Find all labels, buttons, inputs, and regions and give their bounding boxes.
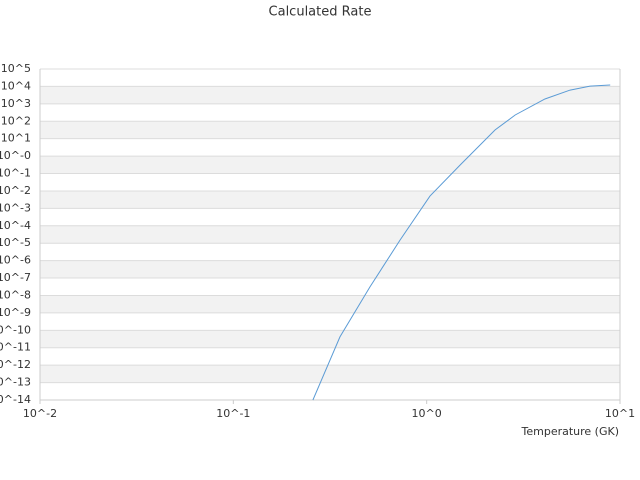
y-tick-label: 10^-2 [0,184,31,197]
grid-band [40,156,620,174]
grid-band [40,190,620,209]
y-tick-label: 10^5 [1,62,31,75]
chart-title: Calculated Rate [269,5,372,20]
y-tick-label: 10^4 [1,79,31,92]
y-tick-label: 10^-11 [0,341,31,354]
y-tick-label: 10^-9 [0,306,31,319]
y-tick-label: 10^-4 [0,219,31,232]
y-tick-label: 10^-10 [0,323,31,336]
x-tick-label: 10^1 [605,407,635,420]
grid-band [40,86,620,104]
data-line [312,84,611,401]
x-tick-label: 10^-1 [216,407,250,420]
y-tick-label: 10^1 [1,132,31,145]
grid-band [40,365,620,383]
x-tick-label: 10^-2 [23,407,57,420]
grid-band [40,260,620,279]
y-tick-label: 10^-8 [0,288,31,301]
x-axis-label: Temperature (GK) [521,425,620,438]
y-tick-label: 10^3 [1,97,31,110]
grid-band [40,121,620,139]
grid-band [40,225,620,244]
grid-band [40,295,620,313]
y-tick-label: 10^-13 [0,376,31,389]
x-tick-label: 10^0 [412,407,442,420]
y-tick-label: 10^-7 [0,271,31,284]
y-tick-label: 10^-12 [0,358,31,371]
y-tick-label: 10^2 [1,114,31,127]
y-tick-label: 10^-6 [0,254,31,267]
y-tick-label: 10^-14 [0,393,31,406]
y-tick-label: 10^-1 [0,167,31,180]
y-tick-label: 10^-3 [0,201,31,214]
y-tick-label: 10^-0 [0,149,31,162]
grid-band [40,330,620,348]
y-tick-label: 10^-5 [0,236,31,249]
